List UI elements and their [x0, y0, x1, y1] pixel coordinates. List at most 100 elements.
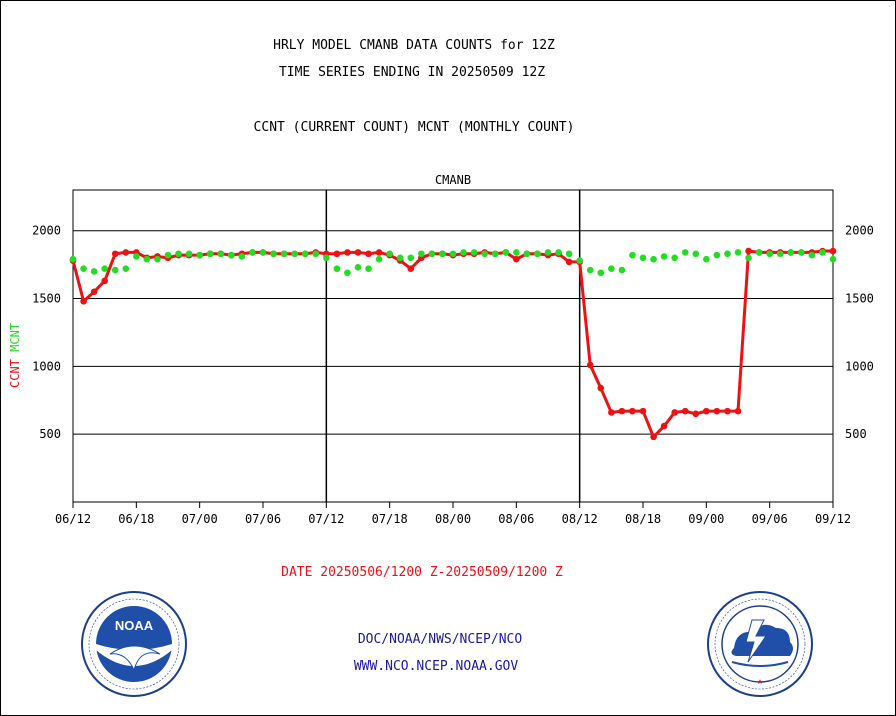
x-tick-label-7: 08/06 — [498, 512, 534, 526]
point-mcnt-23 — [312, 250, 320, 258]
point-mcnt-59 — [692, 250, 700, 258]
point-mcnt-13 — [206, 250, 214, 258]
point-mcnt-64 — [745, 254, 752, 262]
point-mcnt-2 — [90, 268, 98, 275]
point-mcnt-53 — [629, 251, 636, 259]
point-mcnt-42 — [513, 249, 520, 256]
point-mcnt-33 — [418, 250, 425, 258]
point-mcnt-46 — [555, 249, 562, 256]
point-mcnt-10 — [175, 250, 182, 258]
point-mcnt-40 — [491, 250, 499, 258]
point-mcnt-19 — [270, 250, 277, 258]
date-range-label: DATE 20250506/1200 Z-20250509/1200 Z — [281, 565, 563, 580]
y-tick-left-2000: 2000 — [32, 224, 61, 238]
y-tick-right-1500: 1500 — [845, 292, 874, 306]
point-ccnt-42 — [513, 255, 520, 263]
y-tick-right-1000: 1000 — [845, 359, 874, 373]
point-mcnt-36 — [449, 250, 457, 258]
point-mcnt-61 — [713, 251, 721, 259]
point-mcnt-15 — [228, 251, 235, 259]
point-ccnt-53 — [629, 407, 636, 415]
point-mcnt-45 — [544, 249, 552, 256]
point-mcnt-21 — [291, 250, 298, 258]
noaa-logo-text: NOAA — [115, 618, 154, 633]
point-mcnt-69 — [798, 249, 805, 256]
point-mcnt-25 — [333, 265, 341, 272]
ylabel-ccnt: CCNT — [8, 359, 22, 388]
point-ccnt-57 — [671, 409, 678, 416]
point-mcnt-65 — [755, 249, 763, 256]
point-mcnt-4 — [111, 266, 119, 274]
point-ccnt-50 — [597, 384, 605, 392]
point-ccnt-29 — [375, 249, 383, 256]
point-mcnt-5 — [122, 265, 130, 272]
point-ccnt-3 — [101, 277, 108, 285]
point-ccnt-61 — [713, 407, 721, 415]
point-mcnt-56 — [660, 253, 668, 260]
point-ccnt-63 — [734, 407, 742, 415]
point-ccnt-59 — [692, 410, 700, 418]
point-ccnt-47 — [565, 258, 573, 266]
point-mcnt-44 — [534, 250, 541, 258]
point-mcnt-67 — [776, 250, 784, 258]
point-mcnt-49 — [586, 266, 594, 274]
point-mcnt-1 — [80, 265, 87, 272]
point-mcnt-70 — [808, 251, 816, 259]
chart-title-line2: TIME SERIES ENDING IN 20250509 12Z — [278, 65, 546, 80]
point-mcnt-30 — [386, 250, 393, 258]
point-mcnt-71 — [819, 249, 826, 256]
point-mcnt-58 — [681, 249, 689, 256]
point-ccnt-60 — [703, 407, 710, 415]
point-mcnt-12 — [196, 251, 203, 259]
point-mcnt-14 — [217, 250, 225, 258]
y-tick-left-1000: 1000 — [32, 359, 61, 373]
point-mcnt-52 — [618, 266, 626, 274]
point-ccnt-5 — [122, 249, 130, 256]
point-mcnt-62 — [724, 250, 731, 258]
plot-area — [72, 189, 834, 503]
x-tick-label-8: 08/12 — [562, 512, 598, 526]
x-tick-label-0: 06/12 — [55, 512, 91, 526]
point-mcnt-51 — [608, 265, 615, 272]
y-tick-left-1500: 1500 — [32, 292, 61, 306]
point-mcnt-55 — [650, 255, 657, 263]
x-tick-label-9: 08/18 — [625, 512, 661, 526]
y-axis-label: CCNT MCNT — [8, 323, 22, 388]
point-mcnt-6 — [133, 253, 140, 260]
point-ccnt-64 — [745, 247, 752, 255]
y-tick-right-500: 500 — [845, 427, 867, 441]
point-mcnt-7 — [143, 255, 151, 263]
x-tick-label-5: 07/18 — [372, 512, 408, 526]
point-ccnt-32 — [407, 265, 415, 272]
x-tick-label-1: 06/18 — [118, 512, 154, 526]
point-mcnt-57 — [671, 254, 678, 262]
point-mcnt-63 — [734, 249, 742, 256]
point-mcnt-9 — [164, 251, 172, 259]
point-mcnt-37 — [460, 249, 467, 256]
noaa-logo-icon: NOAA — [81, 591, 187, 697]
point-mcnt-66 — [766, 250, 773, 258]
point-ccnt-25 — [333, 250, 341, 258]
point-mcnt-39 — [481, 250, 488, 258]
point-mcnt-54 — [639, 254, 647, 262]
time-series-chart: CMANB 500 500 1000 1000 1500 1500 2000 2000 06/12… — [32, 173, 874, 526]
point-ccnt-1 — [80, 297, 87, 305]
point-mcnt-24 — [323, 254, 330, 262]
point-ccnt-62 — [724, 407, 731, 415]
x-tick-label-2: 07/00 — [182, 512, 218, 526]
point-mcnt-68 — [787, 249, 795, 256]
point-ccnt-56 — [660, 422, 668, 430]
point-mcnt-50 — [597, 269, 605, 277]
org-label: DOC/NOAA/NWS/NCEP/NCO — [357, 632, 523, 647]
point-ccnt-51 — [608, 409, 615, 416]
point-mcnt-18 — [259, 249, 267, 256]
point-mcnt-0 — [69, 255, 77, 263]
point-ccnt-49 — [586, 361, 594, 369]
point-mcnt-35 — [439, 250, 446, 258]
x-tick-label-3: 07/06 — [245, 512, 281, 526]
chart-title-line1: HRLY MODEL CMANB DATA COUNTS for 12Z — [273, 38, 555, 53]
point-mcnt-16 — [238, 253, 246, 260]
x-tick-label-10: 09/00 — [688, 512, 724, 526]
point-ccnt-27 — [354, 249, 362, 256]
point-mcnt-11 — [185, 250, 193, 258]
